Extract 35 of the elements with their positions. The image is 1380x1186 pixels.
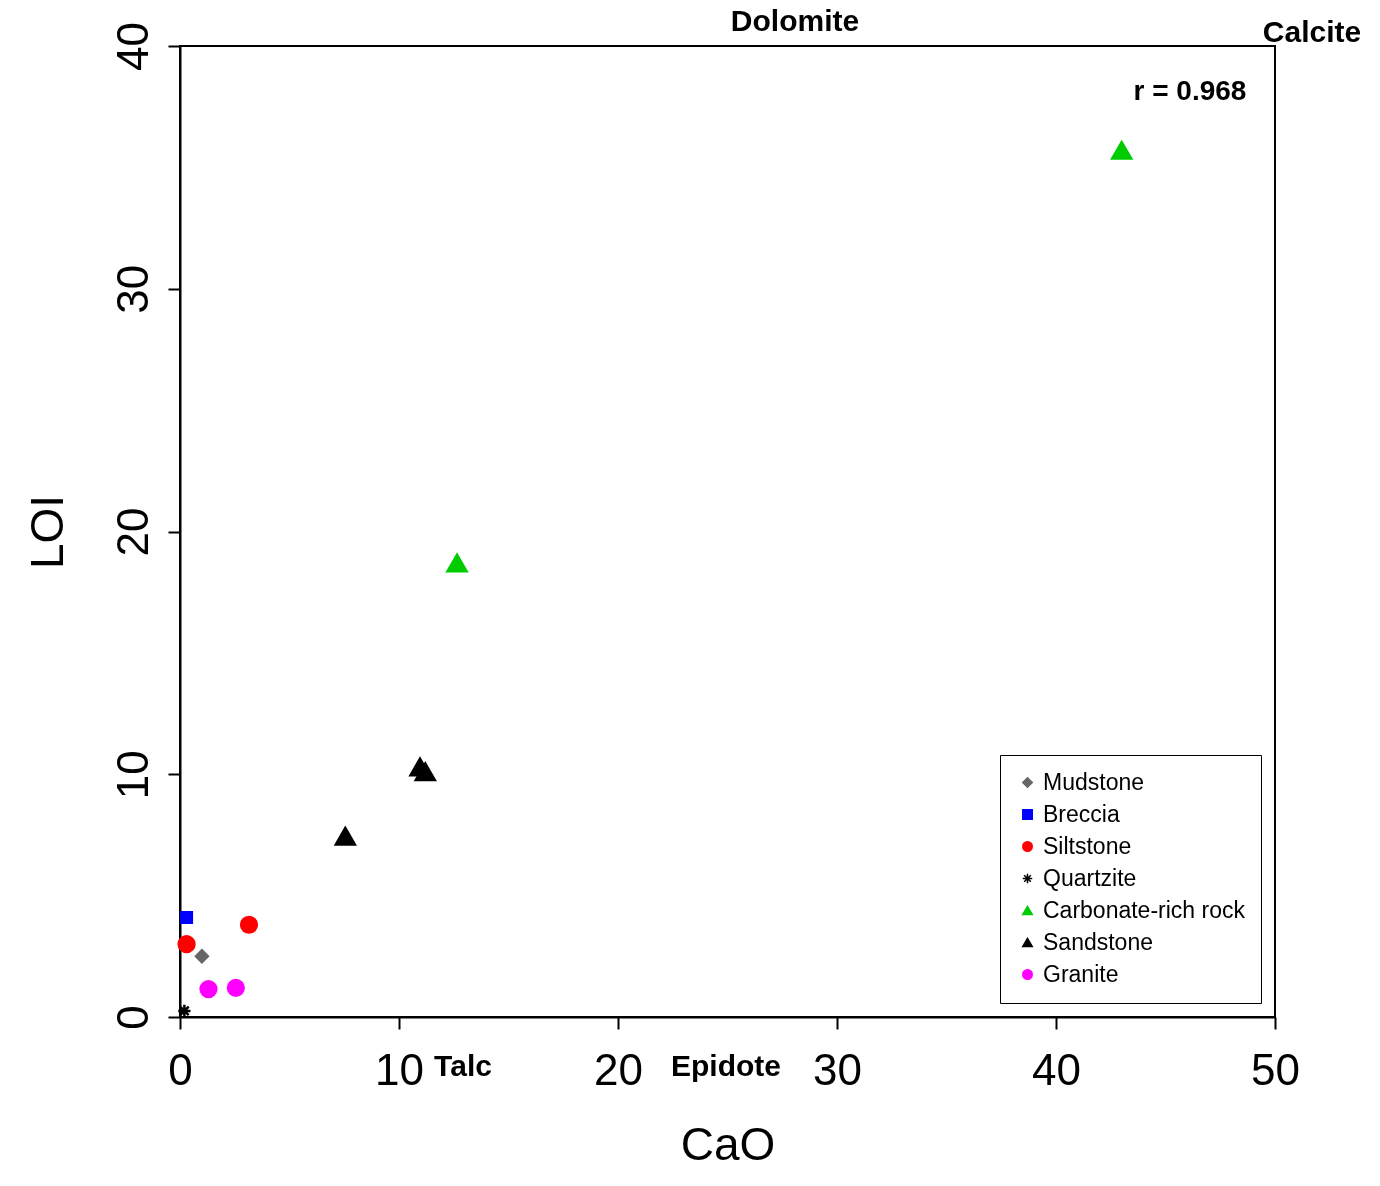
y-tick-label: 40: [107, 22, 157, 71]
x-tick-label: 20: [594, 1044, 643, 1094]
x-tick-label: 10: [375, 1044, 424, 1094]
x-tick-label: 0: [168, 1044, 193, 1094]
y-tick-label: 0: [107, 1005, 157, 1030]
text: Dolomite: [730, 4, 860, 37]
point: [226, 978, 245, 997]
point: [177, 935, 196, 954]
point: [334, 826, 357, 846]
point: [1110, 140, 1133, 160]
legend-label: Siltstone: [1043, 832, 1132, 859]
text: Talc: [434, 1049, 492, 1082]
x-tick-label: 40: [1032, 1044, 1081, 1094]
legend-label: Breccia: [1043, 800, 1120, 827]
point: [239, 915, 259, 934]
y-tick-label: 20: [107, 507, 157, 557]
point: [194, 949, 210, 964]
point: [199, 979, 218, 999]
y-tick-label: 30: [107, 264, 157, 314]
legend-label: Quartzite: [1043, 864, 1137, 891]
legend-label: Carbonate-rich rock: [1043, 896, 1246, 923]
x-tick-label: 50: [1251, 1044, 1300, 1094]
point: [414, 762, 437, 782]
legend-label: Sandstone: [1043, 928, 1153, 955]
legend-label: Mudstone: [1043, 768, 1145, 795]
y-axis-title: LOI: [20, 494, 73, 570]
annotation: Calcite: [1262, 15, 1362, 48]
legend-label: Granite: [1043, 960, 1119, 987]
text: Epidote: [671, 1049, 781, 1082]
y-tick-label: 10: [107, 750, 157, 800]
point: [180, 910, 194, 924]
x-tick-label: 30: [813, 1044, 862, 1094]
annotation: r = 0.968: [1133, 75, 1247, 106]
x-axis-title: CaO: [680, 1117, 776, 1170]
point: [446, 553, 468, 573]
